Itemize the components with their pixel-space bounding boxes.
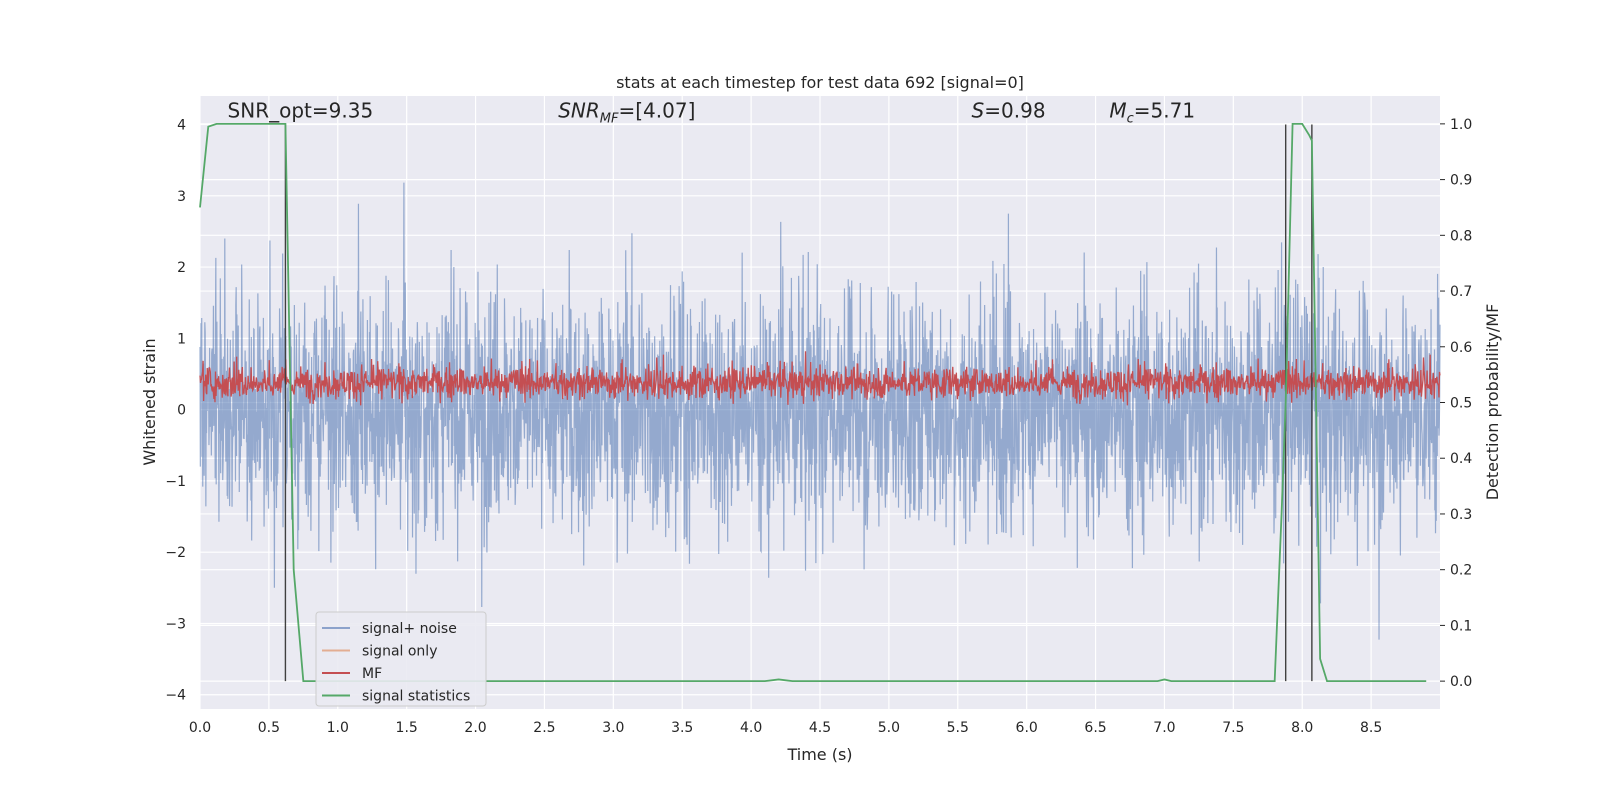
y-right-tick-label: 0.8	[1450, 228, 1472, 244]
x-tick-label: 8.0	[1291, 720, 1313, 736]
x-tick-label: 6.0	[1016, 720, 1038, 736]
y-tick-label: 4	[177, 118, 186, 134]
x-tick-label: 7.5	[1222, 720, 1244, 736]
chart-title: stats at each timestep for test data 692…	[616, 73, 1024, 92]
y-tick-label: 0	[177, 403, 186, 419]
x-tick-label: 6.5	[1084, 720, 1106, 736]
series-signal-noise	[199, 182, 1441, 640]
series-mf	[199, 351, 1441, 406]
x-tick-label: 8.5	[1360, 720, 1382, 736]
y-tick-label: −3	[165, 616, 186, 632]
legend-label: signal+ noise	[362, 621, 457, 637]
x-tick-label: 5.0	[878, 720, 900, 736]
legend-box	[315, 611, 487, 707]
x-tick-label: 5.5	[947, 720, 969, 736]
y-tick-label: −2	[165, 545, 186, 561]
y-tick-label: 2	[177, 260, 186, 276]
x-tick-label: 2.5	[533, 720, 555, 736]
x-tick-label: 4.0	[740, 720, 762, 736]
x-tick-label: 4.5	[809, 720, 831, 736]
annotation-3: Mc=5.71	[1109, 98, 1195, 126]
y-right-tick-label: 0.1	[1450, 618, 1472, 634]
x-tick-label: 3.0	[602, 720, 624, 736]
legend: signal+ noise signal only MF signal statist…	[315, 611, 487, 707]
y-right-tick-label: 0.0	[1450, 674, 1472, 690]
y-right-tick-label: 0.2	[1450, 563, 1472, 579]
y-tick-label: 1	[177, 331, 186, 347]
annotation-1: SNRMF=[4.07]	[558, 98, 695, 126]
legend-label: signal statistics	[362, 689, 470, 705]
x-tick-label: 0.0	[189, 720, 211, 736]
signal-statistics-line	[199, 122, 1427, 683]
x-tick-label: 1.5	[396, 720, 418, 736]
signal-noise-line	[199, 182, 1441, 640]
mf-line	[199, 351, 1441, 406]
y-tick-label: −4	[165, 688, 186, 704]
y-right-tick-label: 0.5	[1450, 396, 1472, 412]
x-tick-label: 7.0	[1153, 720, 1175, 736]
y-right-tick-label: 1.0	[1450, 117, 1472, 133]
legend-label: MF	[362, 666, 382, 682]
y-right-axis-label: Detection probability/MF	[1483, 304, 1502, 501]
x-tick-label: 2.0	[464, 720, 486, 736]
y-tick-label: 3	[177, 189, 186, 205]
x-tick-label: 1.0	[327, 720, 349, 736]
y-axis-label: Whitened strain	[140, 338, 159, 465]
y-right-tick-label: 0.4	[1450, 451, 1472, 467]
annotation-2: S=0.98	[972, 98, 1046, 122]
x-tick-label: 0.5	[258, 720, 280, 736]
x-axis-label: Time (s)	[786, 745, 852, 764]
legend-label: signal only	[362, 644, 437, 660]
annotation-0: SNR_opt=9.35	[228, 98, 374, 122]
series-signal-statistics	[199, 122, 1427, 683]
y-right-tick-label: 0.7	[1450, 284, 1472, 300]
y-tick-label: −1	[165, 474, 186, 490]
x-tick-label: 3.5	[671, 720, 693, 736]
y-right-tick-label: 0.6	[1450, 340, 1472, 356]
y-right-tick-label: 0.3	[1450, 507, 1472, 523]
annotations: SNR_opt=9.35 SNRMF=[4.07] S=0.98 Mc=5.71	[228, 98, 1195, 126]
tick-labels: 0.0 0.5 1.0 1.5 2.0 2.5 3.0 3.5 4.0 4.5 5.0 5.5 6.0 6…	[165, 117, 1472, 736]
y-right-tick-label: 0.9	[1450, 173, 1472, 189]
